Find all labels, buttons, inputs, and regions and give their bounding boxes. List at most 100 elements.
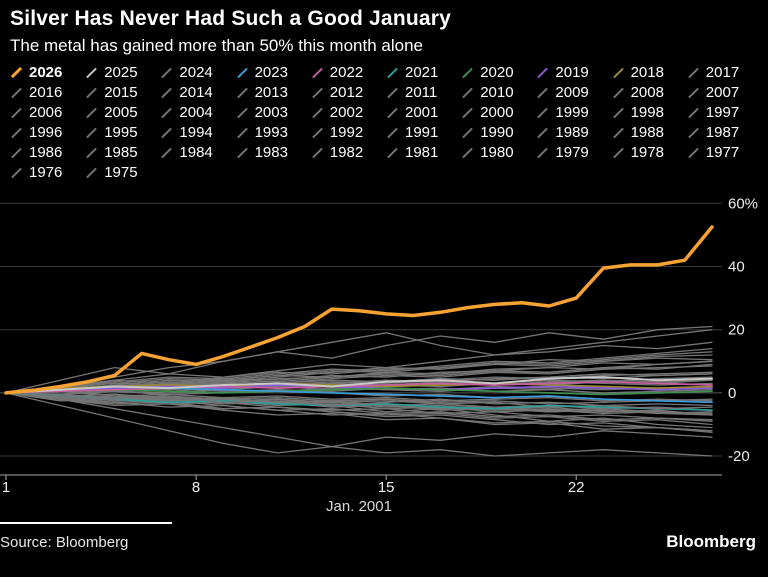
legend-item-2001: 2001 [386,104,457,121]
chart-header: Silver Has Never Had Such a Good January… [0,0,768,56]
legend-marker-icon [387,67,398,78]
legend-item-1976: 1976 [10,164,81,181]
legend-marker-icon [687,147,699,158]
legend-year-label: 2016 [29,84,63,101]
legend-item-1979: 1979 [536,144,607,161]
legend-item-2017: 2017 [687,64,758,81]
legend-year-label: 2007 [705,84,740,101]
legend-year-label: 2015 [104,84,138,101]
legend-year-label: 2018 [630,64,664,81]
legend-item-2010: 2010 [461,84,532,101]
legend-year-label: 1975 [104,164,138,181]
legend-year-label: 1987 [705,124,740,141]
series-line-1982 [5,392,713,457]
y-axis-tick-label: 0 [728,385,736,402]
legend-marker-icon [612,67,624,78]
legend-marker-icon [311,87,323,98]
legend-marker-icon [612,127,624,138]
legend-item-2014: 2014 [160,84,231,101]
legend-year-label: 1992 [329,124,364,141]
legend-year-label: 1984 [179,144,213,161]
page-title: Silver Has Never Had Such a Good January [10,7,452,30]
chart-footer: Source: Bloomberg Bloomberg [0,522,768,552]
y-axis-tick-label: 60% [728,195,758,212]
legend-item-1992: 1992 [311,124,382,141]
chart-canvas: 60% 40 20 0 -20 1 8 15 22 Jan. 2001 [0,195,758,515]
legend-year-label: 2021 [404,64,439,81]
legend-item-1988: 1988 [612,124,683,141]
legend-marker-icon [537,87,549,98]
legend-item-2005: 2005 [85,104,156,121]
x-axis-title: Jan. 2001 [326,498,392,515]
legend-marker-icon [11,87,22,98]
series-line-2021 [5,392,713,412]
legend-year-label: 1976 [29,164,63,181]
legend-item-1999: 1999 [536,104,607,121]
legend-year-label: 2017 [705,64,740,81]
legend-marker-icon [537,107,549,118]
legend-marker-icon [311,67,323,78]
legend-item-2006: 2006 [10,104,81,121]
x-axis-tick-label: 15 [378,479,395,496]
legend-year-label: 1978 [630,144,664,161]
series-line-2015 [5,357,713,394]
legend-item-2004: 2004 [160,104,231,121]
legend-marker-icon [537,147,549,158]
legend-marker-icon [387,127,398,138]
legend-year-label: 2019 [555,64,589,81]
legend-year-label: 1980 [480,144,514,161]
legend-item-1981: 1981 [386,144,457,161]
legend-item-1997: 1997 [687,104,758,121]
legend-year-label: 1994 [179,124,213,141]
legend-item-2011: 2011 [386,84,457,101]
series-line-1991 [5,392,713,454]
legend-marker-icon [612,107,624,118]
legend-year-label: 1983 [254,144,288,161]
legend-year-label: 1997 [705,104,740,121]
legend-item-2019: 2019 [536,64,607,81]
legend-marker-icon [311,107,323,118]
legend-marker-icon [86,127,97,138]
source-label: Source: Bloomberg [0,534,129,551]
series-line-2019 [5,384,713,394]
legend-item-1994: 1994 [160,124,231,141]
legend-marker-icon [236,67,248,78]
legend-marker-icon [687,87,699,98]
chart-legend: 2026 2025 2024 2023 2022 2021 2020 2019 2018 2017… [10,64,758,181]
legend-item-1978: 1978 [612,144,683,161]
legend-year-label: 2013 [254,84,288,101]
legend-item-1990: 1990 [461,124,532,141]
legend-marker-icon [86,107,97,118]
legend-item-1982: 1982 [311,144,382,161]
legend-item-1987: 1987 [687,124,758,141]
legend-item-2023: 2023 [236,64,307,81]
legend-marker-icon [537,127,549,138]
legend-year-label: 1996 [29,124,63,141]
legend-marker-icon [462,87,473,98]
legend-marker-icon [387,147,398,158]
series-line-2010 [5,389,713,416]
legend-year-label: 2010 [480,84,514,101]
legend-item-1991: 1991 [386,124,457,141]
legend-item-1983: 1983 [236,144,307,161]
x-axis-tick-label: 22 [568,479,585,496]
footer-rule [0,522,172,524]
legend-marker-icon [236,87,248,98]
legend-year-label: 1993 [254,124,288,141]
series-line-2008 [5,360,713,394]
legend-year-label: 1999 [555,104,589,121]
legend-marker-icon [161,87,173,98]
legend-year-label: 2023 [254,64,288,81]
legend-year-label: 1985 [104,144,138,161]
legend-year-label: 2026 [29,64,63,81]
legend-marker-icon [311,127,323,138]
legend-year-label: 1988 [630,124,664,141]
legend-year-label: 2003 [254,104,288,121]
series-line-1986 [5,392,713,422]
legend-year-label: 2020 [480,64,514,81]
legend-marker-icon [687,67,699,78]
legend-item-2007: 2007 [687,84,758,101]
legend-marker-icon [462,107,473,118]
legend-marker-icon [161,67,173,78]
